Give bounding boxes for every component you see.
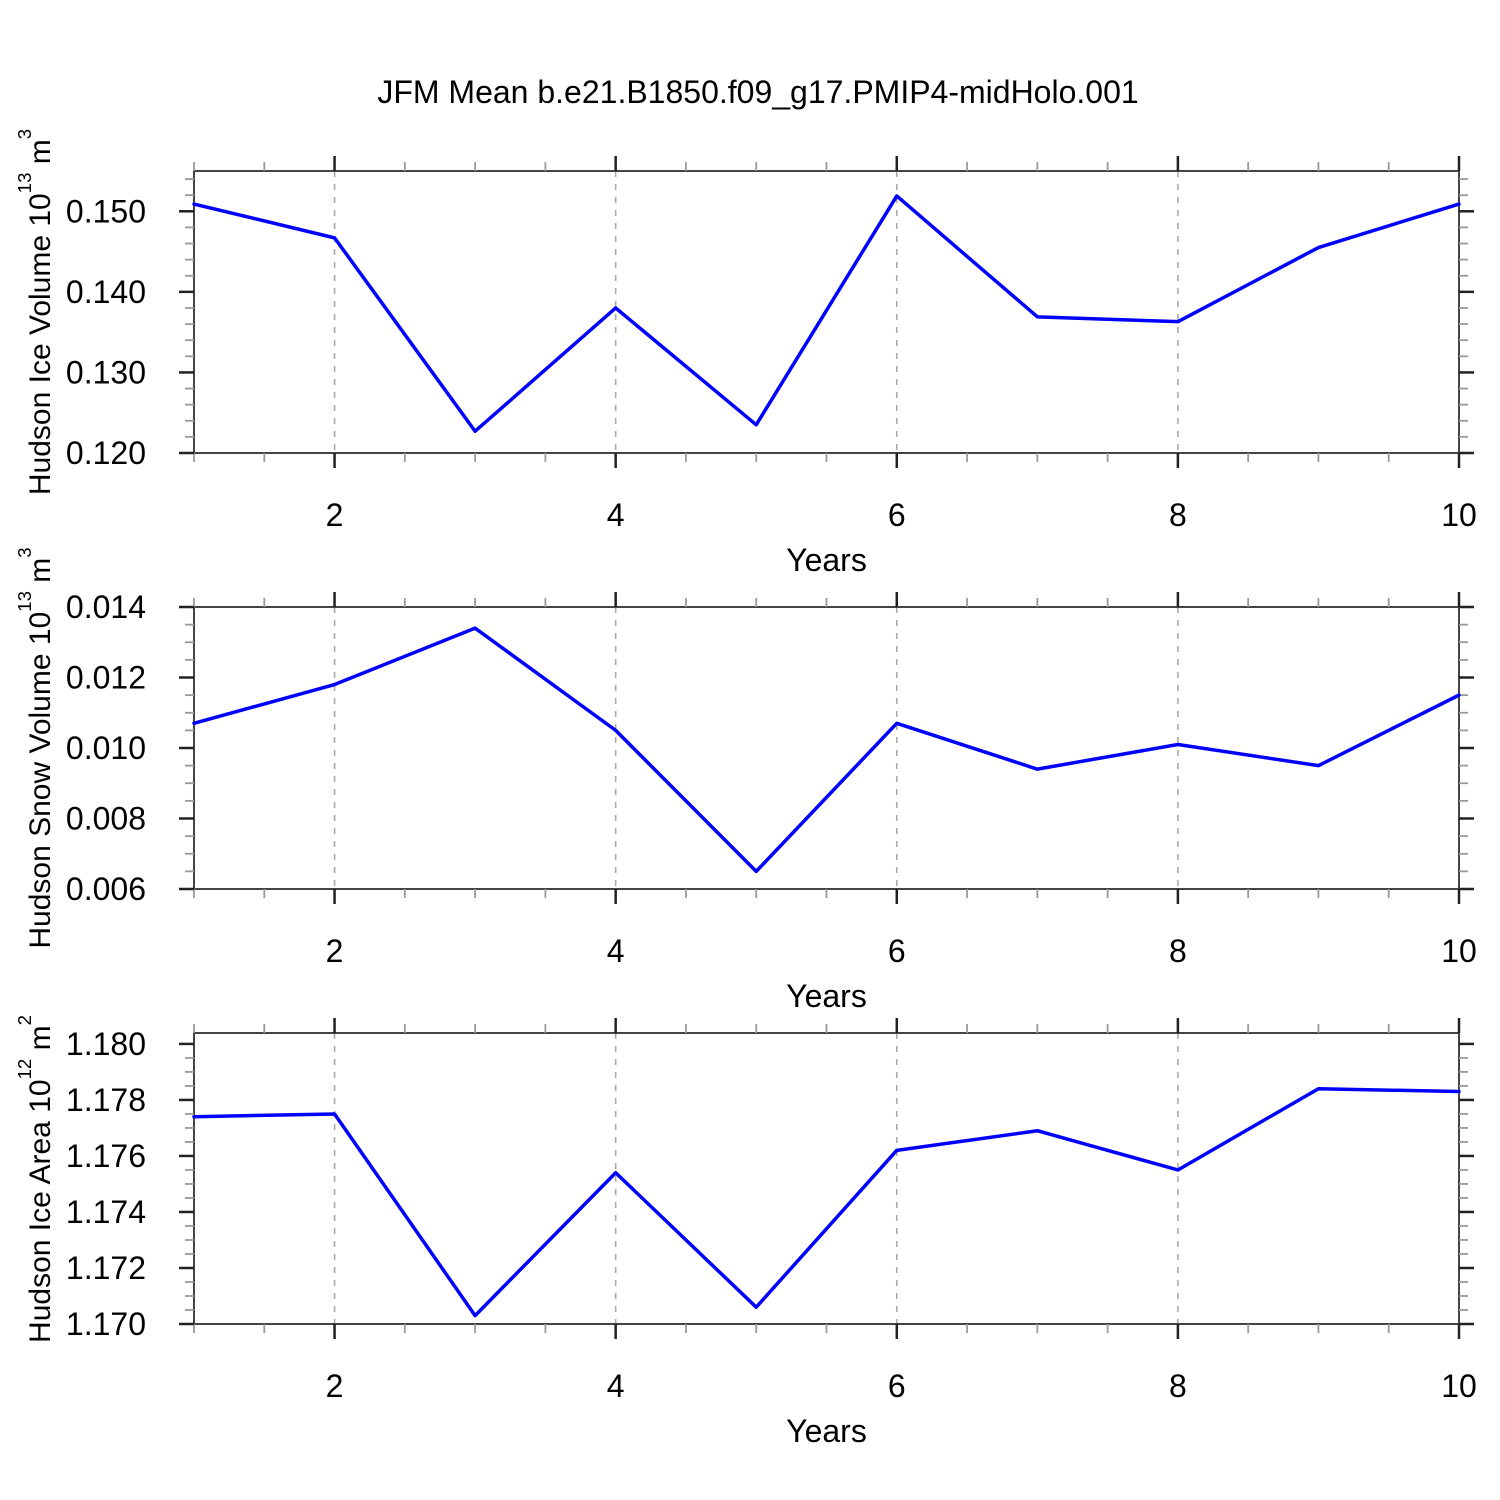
unit-base: m xyxy=(24,557,57,583)
y-axis-title-text: Hudson Ice Area xyxy=(24,1121,57,1343)
y-tick-label: 1.170 xyxy=(66,1306,146,1342)
y-tick-label: 0.010 xyxy=(66,730,146,766)
x-tick-label: 6 xyxy=(888,933,906,969)
y-tick-label: 0.014 xyxy=(66,589,146,625)
plot-frame xyxy=(193,1032,1460,1325)
y-axis-title-text: Hudson Ice Volume xyxy=(24,234,57,496)
x-tick-label: 4 xyxy=(607,933,625,969)
x-axis-title-panel-1: Years xyxy=(786,542,867,578)
panel-3: 2 4 6 8 10 1.170 1.172 1.174 1.176 1.178 1.180 xyxy=(66,1018,1477,1404)
y-tick-label: 1.178 xyxy=(66,1082,146,1118)
y-tick-label: 0.012 xyxy=(66,660,146,696)
x-tick-label: 8 xyxy=(1169,933,1187,969)
chart-title: JFM Mean b.e21.B1850.f09_g17.PMIP4-midHo… xyxy=(377,74,1139,110)
unit-base: 10 xyxy=(24,193,57,227)
unit-exponent: 3 xyxy=(13,128,35,140)
y-tick-label: 0.140 xyxy=(66,274,146,310)
y-tick-label: 0.120 xyxy=(66,435,146,471)
x-tick-label: 2 xyxy=(326,1368,344,1404)
series-line xyxy=(192,1086,1461,1318)
x-tick-label: 4 xyxy=(607,1368,625,1404)
x-tick-label: 6 xyxy=(888,497,906,533)
x-tick-label: 8 xyxy=(1169,1368,1187,1404)
unit-base: 10 xyxy=(24,1079,57,1113)
panel-2: 2 4 6 8 10 0.006 0.008 0.010 0.012 0.014 xyxy=(66,589,1477,969)
y-axis-title-text: Hudson Snow Volume xyxy=(24,653,57,949)
series-line xyxy=(192,626,1461,874)
y-tick-label: 0.150 xyxy=(66,193,146,229)
plot-frame xyxy=(193,606,1460,890)
unit-exponent: 3 xyxy=(13,547,35,558)
y-tick-label: 0.008 xyxy=(66,801,146,837)
unit-exponent: 13 xyxy=(13,591,35,612)
y-tick-label: 1.176 xyxy=(66,1138,146,1174)
unit-exponent: 13 xyxy=(13,172,35,194)
y-axis-title-snow-volume: Hudson Snow Volume 1013 m3 xyxy=(14,547,58,949)
series-line xyxy=(192,194,1461,433)
y-tick-label: 1.172 xyxy=(66,1250,146,1286)
x-tick-label: 10 xyxy=(1441,1368,1477,1404)
x-axis-title-panel-3: Years xyxy=(786,1413,867,1449)
y-tick-label: 1.180 xyxy=(66,1026,146,1062)
unit-base: 10 xyxy=(24,611,57,646)
x-tick-label: 4 xyxy=(607,497,625,533)
y-axis-title-ice-volume: Hudson Ice Volume 1013 m3 xyxy=(14,129,58,496)
x-tick-label: 2 xyxy=(326,497,344,533)
y-tick-label: 0.006 xyxy=(66,871,146,907)
unit-exponent: 12 xyxy=(13,1058,35,1080)
x-tick-label: 10 xyxy=(1441,497,1477,533)
unit-exponent: 2 xyxy=(13,1015,35,1026)
y-axis-title-ice-area: Hudson Ice Area 1012 m2 xyxy=(14,1015,58,1343)
unit-base: m xyxy=(24,139,57,165)
x-tick-label: 2 xyxy=(326,933,344,969)
x-tick-label: 10 xyxy=(1441,933,1477,969)
x-tick-label: 6 xyxy=(888,1368,906,1404)
unit-base: m xyxy=(24,1025,57,1051)
x-axis-title-panel-2: Years xyxy=(786,978,867,1014)
x-tick-label: 8 xyxy=(1169,497,1187,533)
y-tick-label: 1.174 xyxy=(66,1194,146,1230)
panel-1: 2 4 6 8 10 0.120 0.130 0.140 0.150 xyxy=(66,156,1477,533)
y-tick-label: 0.130 xyxy=(66,354,146,390)
